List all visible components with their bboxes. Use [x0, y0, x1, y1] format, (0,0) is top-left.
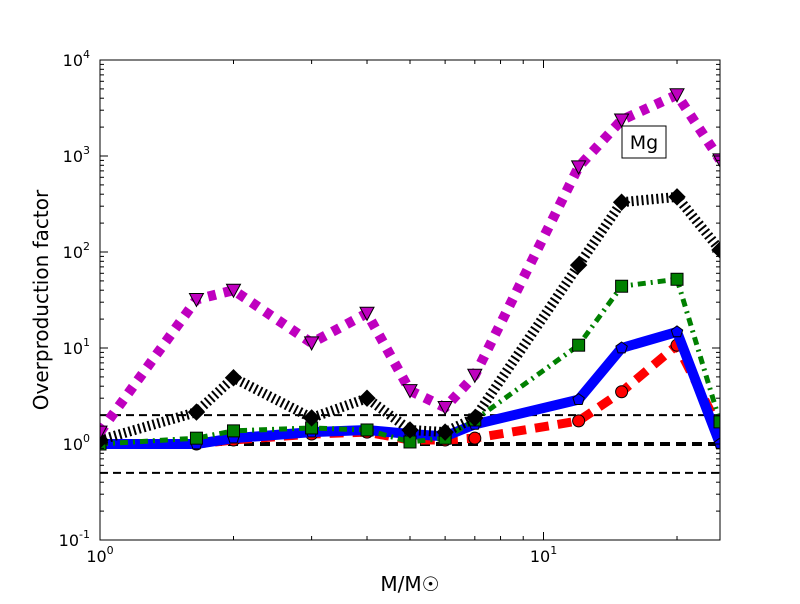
data-point: [224, 369, 243, 387]
x-tick-label: 100: [86, 544, 113, 566]
data-point: [572, 414, 586, 428]
data-point: [615, 341, 628, 354]
data-point: [189, 431, 203, 445]
y-axis-label: Overproduction factor: [29, 189, 53, 410]
data-point: [100, 425, 108, 441]
data-point: [670, 272, 684, 286]
data-point: [359, 306, 375, 322]
annotation-box: Mg: [621, 125, 667, 159]
y-tick-label: 103: [63, 144, 90, 166]
data-point: [401, 421, 419, 439]
data-point: [188, 293, 205, 308]
data-point: [358, 389, 376, 407]
data-point: [466, 368, 483, 384]
series-magenta-triangles: [100, 88, 720, 441]
data-point: [572, 392, 585, 405]
data-point: [302, 409, 321, 427]
data-point: [669, 88, 685, 103]
data-point: [612, 193, 631, 211]
data-point: [668, 188, 686, 206]
data-point: [713, 437, 720, 450]
y-tick-label: 102: [63, 240, 90, 262]
data-point: [187, 403, 206, 421]
data-point: [360, 423, 374, 437]
data-point: [225, 283, 242, 299]
y-tick-label: 10-1: [59, 528, 90, 550]
data-point: [227, 424, 241, 438]
annotation-label: Mg: [630, 132, 658, 154]
data-point: [570, 160, 587, 175]
data-point: [615, 385, 629, 399]
data-point: [615, 279, 629, 293]
data-point: [402, 384, 418, 399]
y-tick-label: 104: [63, 48, 90, 70]
data-point: [713, 415, 720, 429]
y-tick-label: 101: [63, 336, 90, 358]
series-group: [100, 88, 720, 451]
data-point: [436, 423, 454, 441]
data-point: [437, 400, 453, 416]
data-point: [711, 241, 720, 259]
series-black-diamonds: [100, 188, 720, 449]
data-point: [569, 256, 588, 274]
y-tick-label: 100: [63, 432, 90, 454]
data-point: [468, 431, 482, 445]
series-line-blue-pentagons: [100, 326, 720, 449]
x-axis-label: M/M☉: [380, 572, 439, 596]
data-point: [466, 409, 484, 427]
x-tick-label: 101: [530, 544, 557, 566]
data-point: [613, 113, 630, 129]
series-line-magenta-triangles: [100, 89, 720, 436]
data-point: [670, 325, 684, 338]
data-point: [303, 336, 320, 351]
data-point: [572, 338, 586, 352]
